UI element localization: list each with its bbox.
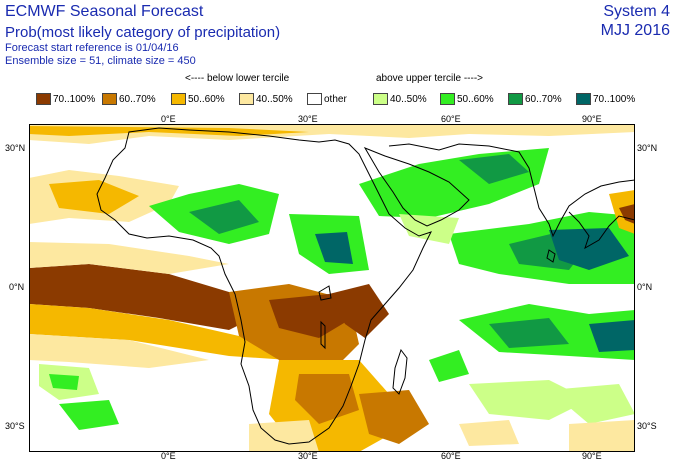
lake-tanganyika: [320, 320, 326, 350]
legend-swatch: [36, 93, 51, 105]
probability-shading: [29, 124, 635, 452]
lake-victoria: [318, 285, 332, 301]
legend-swatch: [307, 93, 322, 105]
axis-top-90e: 90°E: [582, 114, 602, 124]
legend-label: other: [324, 93, 347, 105]
legend-swatch: [239, 93, 254, 105]
axis-top-60e: 60°E: [441, 114, 461, 124]
coastlines: [96, 127, 635, 445]
below-tercile-header: <---- below lower tercile: [185, 73, 290, 84]
axis-right-30n: 30°N: [637, 143, 658, 153]
legend-swatch: [171, 93, 186, 105]
map-frame: [29, 124, 635, 452]
legend-label: 70..100%: [53, 93, 96, 105]
axis-left-0n: 0°N: [9, 282, 25, 292]
axis-right-30s: 30°S: [637, 421, 657, 431]
legend-label: 50..60%: [188, 93, 225, 105]
axis-bottom-90e: 90°E: [582, 451, 602, 461]
map-subtitle: Prob(most likely category of precipitati…: [5, 24, 281, 41]
axis-left-30n: 30°N: [5, 143, 26, 153]
legend-swatch: [440, 93, 455, 105]
legend: 70..100% 60..70% 50..60% 40..50% other 4…: [36, 92, 676, 108]
legend-item: 70..100%: [36, 92, 95, 106]
axis-left-30s: 30°S: [5, 421, 25, 431]
period-label: MJJ 2016: [600, 22, 670, 39]
forecast-start-reference: Forecast start reference is 01/04/16: [5, 42, 179, 54]
southeast-asia-coastline: [568, 211, 635, 250]
system-label: System 4: [603, 3, 670, 20]
legend-label: 50..60%: [457, 93, 494, 105]
legend-swatch: [373, 93, 388, 105]
legend-swatch: [102, 93, 117, 105]
axis-right-0n: 0°N: [637, 282, 653, 292]
madagascar: [392, 348, 408, 395]
legend-item: other: [307, 92, 347, 106]
arabia-coastline: [363, 146, 470, 227]
legend-swatch: [508, 93, 523, 105]
sri-lanka: [546, 249, 556, 263]
legend-label: 40..50%: [390, 93, 427, 105]
axis-bottom-60e: 60°E: [441, 451, 461, 461]
legend-item: 50..60%: [171, 92, 225, 106]
africa-coastline: [96, 127, 432, 445]
legend-item: 50..60%: [440, 92, 494, 106]
ensemble-size: Ensemble size = 51, climate size = 450: [5, 55, 196, 67]
legend-item: 60..70%: [508, 92, 562, 106]
legend-item: 70..100%: [576, 92, 635, 106]
legend-label: 60..70%: [119, 93, 156, 105]
axis-top-0e: 0°E: [161, 114, 176, 124]
legend-label: 70..100%: [593, 93, 636, 105]
asia-coastline: [388, 143, 635, 238]
legend-item: 60..70%: [102, 92, 156, 106]
map-title: ECMWF Seasonal Forecast: [5, 3, 204, 20]
legend-item: 40..50%: [239, 92, 293, 106]
axis-bottom-0e: 0°E: [161, 451, 176, 461]
legend-item: 40..50%: [373, 92, 427, 106]
axis-top-30e: 30°E: [298, 114, 318, 124]
legend-label: 60..70%: [525, 93, 562, 105]
forecast-map: [29, 124, 635, 452]
above-tercile-header: above upper tercile ---->: [376, 73, 483, 84]
legend-swatch: [576, 93, 591, 105]
legend-label: 40..50%: [256, 93, 293, 105]
axis-bottom-30e: 30°E: [298, 451, 318, 461]
